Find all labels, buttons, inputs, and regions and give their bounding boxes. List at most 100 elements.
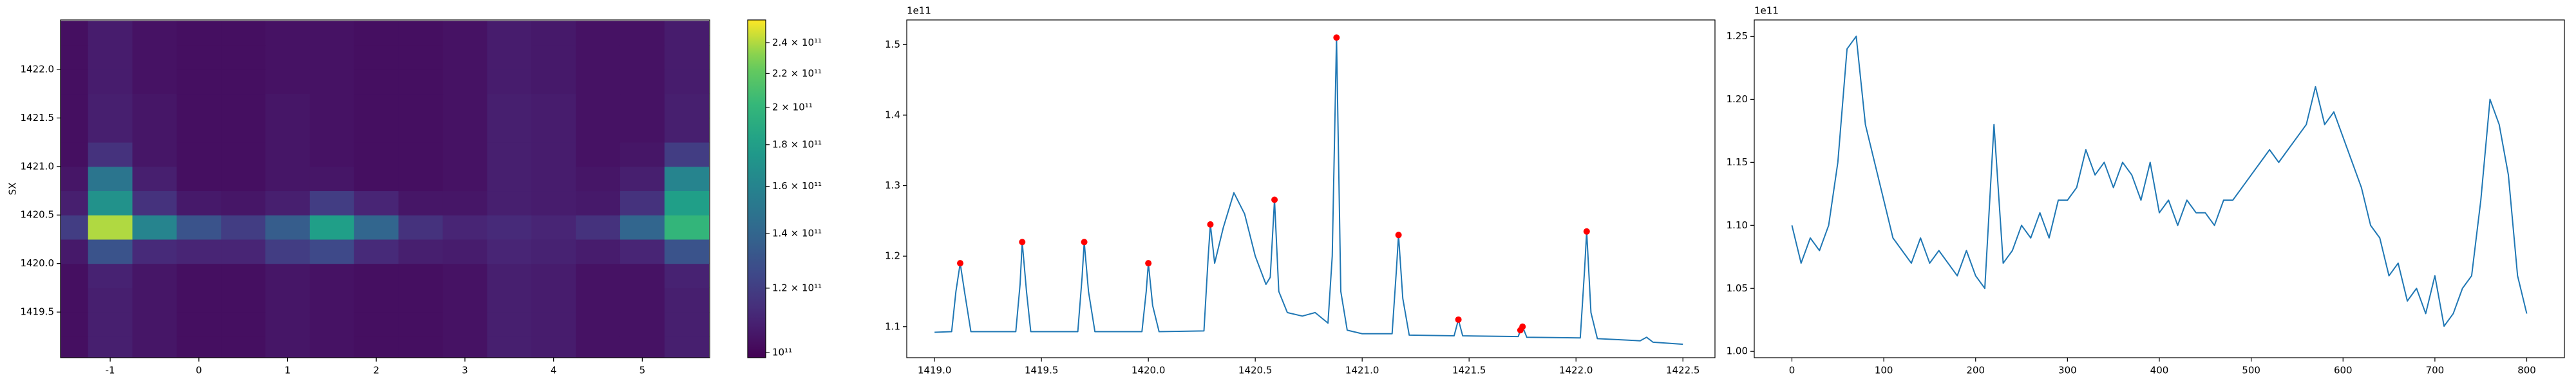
heatmap-cell: [487, 45, 532, 70]
x-tick-label: 800: [2517, 365, 2536, 376]
x-tick-label: 400: [2150, 365, 2169, 376]
y-tick-label: 1.2: [885, 250, 900, 262]
heatmap-cell: [354, 215, 399, 240]
heatmap-cell: [265, 118, 310, 143]
heatmap-cell: [442, 118, 488, 143]
heatmap-cell: [487, 166, 532, 192]
heatmap-cell: [531, 118, 576, 143]
heatmap-cell: [176, 288, 222, 313]
x-tick-label: 0: [196, 365, 202, 376]
heatmap-cell: [88, 93, 133, 118]
heatmap-cell: [221, 21, 266, 46]
heatmap-cell: [531, 142, 576, 167]
heatmap-cell: [354, 166, 399, 192]
heatmap-cell: [664, 166, 710, 192]
y-tick-label: 1419.5: [21, 306, 55, 318]
colorbar: [747, 19, 766, 358]
heatmap-cell: [442, 45, 488, 70]
heatmap-cell: [576, 93, 621, 118]
heatmap-cell: [132, 263, 177, 288]
y-tick-label: 1.3: [885, 179, 900, 191]
colorbar-tick-label: 1.2 × 10¹¹: [772, 282, 822, 293]
peak-marker: [1271, 196, 1278, 203]
y-tick-label: 1.10: [1727, 219, 1748, 231]
heatmap-cell: [221, 142, 266, 167]
x-tick-label: 200: [1966, 365, 1985, 376]
axes-frame: [906, 19, 1716, 358]
heatmap-cell: [487, 69, 532, 95]
heatmap-cell: [442, 336, 488, 358]
heatmap-cell: [620, 239, 665, 264]
heatmap-cell: [61, 288, 89, 313]
heatmap-cell: [61, 190, 89, 216]
x-tick-label: 1421.5: [1452, 365, 1486, 376]
heatmap-cell: [309, 21, 355, 46]
heatmap-cell: [664, 190, 710, 216]
peak-marker: [1519, 323, 1526, 330]
y-tick-label: 1.1: [885, 320, 900, 332]
colorbar-tick-label: 2 × 10¹¹: [772, 101, 813, 113]
heatmap-cell: [487, 215, 532, 240]
heatmap-cell: [487, 142, 532, 167]
peak-marker: [1333, 34, 1340, 41]
heatmap-cell: [664, 239, 710, 264]
heatmap-cell: [176, 45, 222, 70]
heatmap-cell: [576, 45, 621, 70]
heatmap-cell: [620, 21, 665, 46]
x-tick-label: 1419.5: [1025, 365, 1059, 376]
heatmap-cell: [132, 288, 177, 313]
heatmap-cell: [531, 239, 576, 264]
heatmap-cell: [398, 288, 444, 313]
heatmap-cell: [398, 239, 444, 264]
heatmap-cell: [398, 69, 444, 95]
heatmap-cell: [309, 93, 355, 118]
heatmap-cell: [132, 142, 177, 167]
heatmap-cell: [487, 21, 532, 46]
colorbar-tick-label: 1.6 × 10¹¹: [772, 180, 822, 192]
x-tick-label: 1420.5: [1238, 365, 1273, 376]
heatmap-cell: [265, 142, 310, 167]
colorbar-tick-label: 1.4 × 10¹¹: [772, 228, 822, 239]
heatmap-cell: [265, 166, 310, 192]
y-tick-label: 1421.5: [21, 112, 55, 124]
heatmap-cell: [664, 21, 710, 46]
heatmap-cell: [221, 118, 266, 143]
heatmap-cell: [61, 312, 89, 337]
axis-offset-label: 1e11: [907, 5, 931, 17]
heatmap-cell: [354, 312, 399, 337]
x-tick-label: 1421.0: [1345, 365, 1379, 376]
y-tick-label: 1422.0: [21, 63, 55, 75]
peak-marker: [1081, 239, 1088, 246]
heatmap-cell: [88, 118, 133, 143]
heatmap-cell: [354, 118, 399, 143]
heatmap-cell: [88, 21, 133, 46]
heatmap-cell: [61, 215, 89, 240]
heatmap-cell: [221, 166, 266, 192]
axes-frame: [60, 19, 710, 358]
heatmap-cell: [620, 312, 665, 337]
heatmap-cell: [620, 69, 665, 95]
heatmap-cell: [88, 263, 133, 288]
heatmap-cell: [442, 312, 488, 337]
x-tick-label: 700: [2426, 365, 2445, 376]
heatmap-cell: [265, 215, 310, 240]
heatmap-cell: [176, 166, 222, 192]
heatmap-cell: [265, 312, 310, 337]
x-tick-label: 2: [373, 365, 379, 376]
heatmap-cell: [221, 288, 266, 313]
y-tick-label: 1420.5: [21, 209, 55, 221]
heatmap-cell: [132, 45, 177, 70]
heatmap-cell: [309, 118, 355, 143]
heatmap-cell: [309, 190, 355, 216]
heatmap-cell: [531, 21, 576, 46]
heatmap-cell: [88, 166, 133, 192]
heatmap-cell: [620, 288, 665, 313]
heatmap-cell: [221, 45, 266, 70]
x-tick-label: 1419.0: [918, 365, 952, 376]
heatmap-cell: [354, 190, 399, 216]
heatmap-cell: [354, 288, 399, 313]
heatmap-cell: [265, 288, 310, 313]
heatmap-cell: [176, 312, 222, 337]
